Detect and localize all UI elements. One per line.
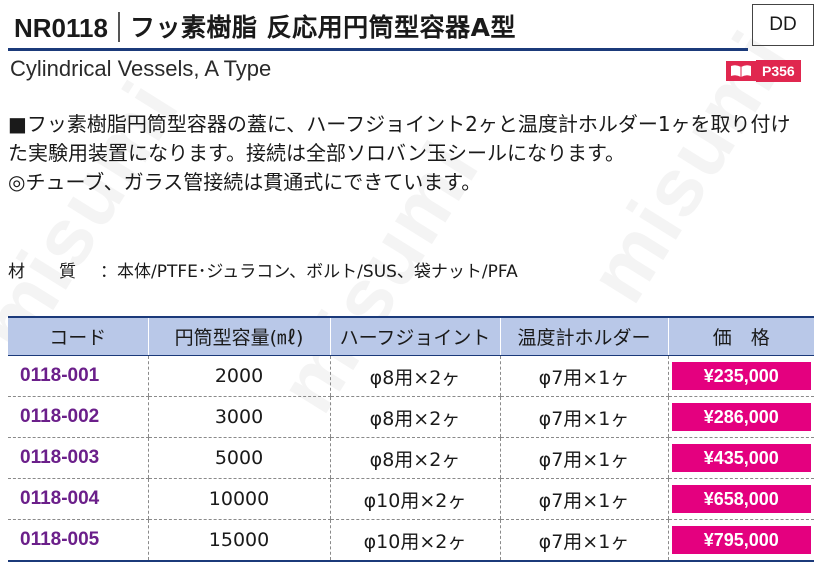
price-cell: ¥286,000: [667, 396, 814, 438]
price-badge: ¥435,000: [671, 444, 811, 472]
description-paragraph: ■フッ素樹脂円筒型容器の蓋に、ハーフジョイント2ヶと温度計ホルダー1ヶを取り付け…: [8, 112, 791, 165]
table-header-row: コード 円筒型容量(㎖) ハーフジョイント 温度計ホルダー 価 格: [8, 316, 814, 356]
capacity-cell: 15000: [147, 519, 330, 562]
col-header-code: コード: [8, 316, 148, 356]
capacity-cell: 3000: [147, 396, 330, 438]
product-subtitle: Cylindrical Vessels, A Type: [10, 56, 272, 81]
price-cell: ¥658,000: [667, 478, 814, 520]
table-row: 0118-001 2000 φ8用×2ヶ φ7用×1ヶ ¥235,000: [8, 355, 814, 397]
holder-cell: φ7用×1ヶ: [499, 437, 668, 479]
holder-cell: φ7用×1ヶ: [499, 478, 668, 520]
price-cell: ¥435,000: [667, 437, 814, 479]
product-code[interactable]: 0118-004: [8, 478, 148, 520]
spec-table: コード 円筒型容量(㎖) ハーフジョイント 温度計ホルダー 価 格 0118-0…: [8, 316, 814, 562]
price-badge: ¥658,000: [671, 485, 811, 513]
col-header-thermometer-holder: 温度計ホルダー: [499, 316, 668, 356]
page-reference[interactable]: P356: [726, 60, 814, 82]
product-code[interactable]: 0118-005: [8, 519, 148, 562]
holder-cell: φ7用×1ヶ: [499, 396, 668, 438]
price-badge: ¥235,000: [671, 362, 811, 390]
holder-cell: φ7用×1ヶ: [499, 519, 668, 562]
category-box: DD: [752, 4, 814, 46]
col-header-price: 価 格: [667, 316, 814, 356]
capacity-cell: 5000: [147, 437, 330, 479]
col-header-half-joint: ハーフジョイント: [329, 316, 500, 356]
product-code[interactable]: 0118-002: [8, 396, 148, 438]
product-code[interactable]: 0118-001: [8, 355, 148, 397]
holder-cell: φ7用×1ヶ: [499, 355, 668, 397]
half-joint-cell: φ10用×2ヶ: [329, 519, 500, 562]
half-joint-cell: φ10用×2ヶ: [329, 478, 500, 520]
product-code[interactable]: 0118-003: [8, 437, 148, 479]
half-joint-cell: φ8用×2ヶ: [329, 396, 500, 438]
table-row: 0118-004 10000 φ10用×2ヶ φ7用×1ヶ ¥658,000: [8, 478, 814, 520]
page-header: NR0118 フッ素樹脂 反応用円筒型容器A型: [8, 4, 748, 51]
capacity-cell: 2000: [147, 355, 330, 397]
material-label: 材 質: [8, 262, 76, 282]
material-spec: 材 質 ：本体/PTFE･ジュラコン、ボルト/SUS、袋ナット/PFA: [8, 257, 518, 282]
col-header-capacity: 円筒型容量(㎖): [147, 316, 330, 356]
price-badge: ¥286,000: [671, 403, 811, 431]
product-code-title: NR0118: [14, 13, 108, 43]
book-icon: [726, 61, 756, 81]
description: ■フッ素樹脂円筒型容器の蓋に、ハーフジョイント2ヶと温度計ホルダー1ヶを取り付け…: [8, 110, 808, 197]
half-joint-cell: φ8用×2ヶ: [329, 437, 500, 479]
price-cell: ¥235,000: [667, 355, 814, 397]
capacity-cell: 10000: [147, 478, 330, 520]
table-row: 0118-005 15000 φ10用×2ヶ φ7用×1ヶ ¥795,000: [8, 519, 814, 562]
material-value: ：本体/PTFE･ジュラコン、ボルト/SUS、袋ナット/PFA: [100, 262, 518, 282]
product-title: フッ素樹脂 反応用円筒型容器A型: [129, 13, 517, 42]
header-divider: [117, 12, 120, 42]
table-row: 0118-002 3000 φ8用×2ヶ φ7用×1ヶ ¥286,000: [8, 396, 814, 438]
price-badge: ¥795,000: [671, 526, 811, 554]
page-ref-label: P356: [756, 60, 801, 82]
half-joint-cell: φ8用×2ヶ: [329, 355, 500, 397]
price-cell: ¥795,000: [667, 519, 814, 562]
category-label: DD: [769, 14, 797, 35]
description-paragraph: ◎チューブ、ガラス管接続は貫通式にできています。: [8, 170, 482, 194]
table-row: 0118-003 5000 φ8用×2ヶ φ7用×1ヶ ¥435,000: [8, 437, 814, 479]
